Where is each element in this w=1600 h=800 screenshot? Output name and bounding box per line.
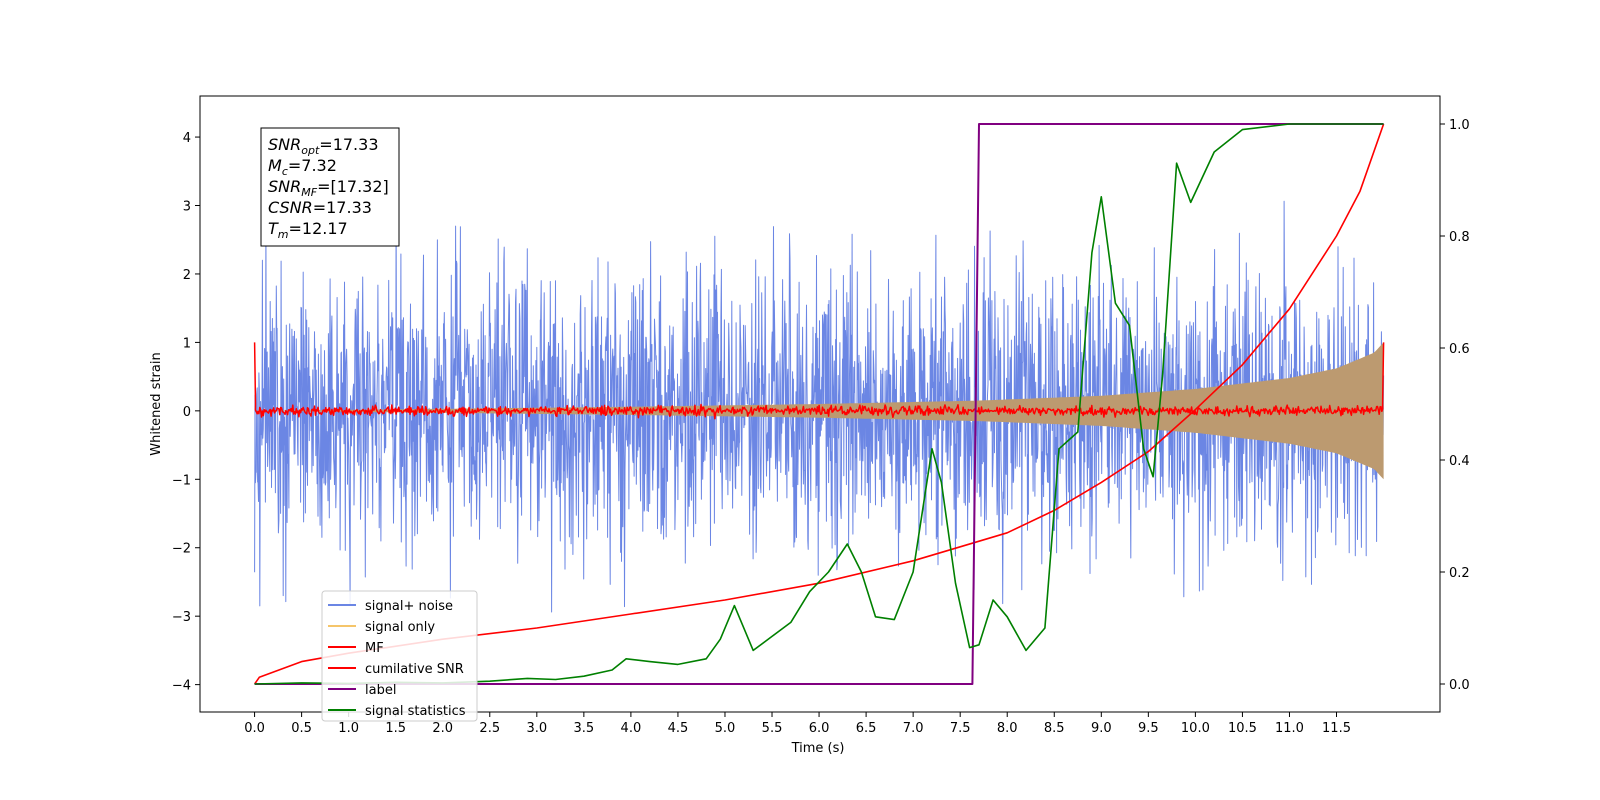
legend-entry: cumilative SNR — [365, 662, 464, 677]
left-y-tick-label: 3 — [183, 200, 191, 215]
x-tick-label: 9.0 — [1091, 721, 1112, 736]
x-axis-ticks: 0.0 0.5 1.0 1.5 2.0 2.5 3.0 3.5 4.0 4.5 5.0 5.5 6.0 6… — [244, 712, 1351, 736]
info-box-frame — [260, 127, 400, 247]
legend: signal+ noise signal only MF cumilative SNR… — [321, 590, 478, 722]
right-y-tick-label: 0.2 — [1449, 566, 1470, 581]
x-tick-label: 9.5 — [1138, 721, 1159, 736]
label-line — [254, 123, 1384, 685]
info-box-line: Tm=12.17 — [268, 219, 348, 241]
x-tick-label: 11.0 — [1275, 721, 1304, 736]
right-y-tick-label: 0.4 — [1449, 454, 1470, 469]
x-tick-label: 4.0 — [621, 721, 642, 736]
legend-entry: MF — [365, 641, 384, 656]
x-tick-label: 0.0 — [244, 721, 265, 736]
left-y-axis-label: Whitened strain — [149, 352, 164, 455]
mf-line — [253, 342, 1385, 420]
right-y-tick-label: 1.0 — [1449, 118, 1470, 133]
x-tick-label: 1.0 — [338, 721, 359, 736]
x-tick-label: 3.0 — [526, 721, 547, 736]
legend-entry: signal statistics — [365, 704, 466, 719]
x-tick-label: 2.5 — [479, 721, 500, 736]
left-y-tick-label: −2 — [172, 542, 191, 557]
x-tick-label: 11.5 — [1322, 721, 1351, 736]
x-tick-label: 5.0 — [715, 721, 736, 736]
x-tick-label: 6.5 — [856, 721, 877, 736]
x-tick-label: 7.5 — [950, 721, 971, 736]
x-tick-label: 10.0 — [1181, 721, 1210, 736]
x-tick-label: 7.0 — [903, 721, 924, 736]
left-y-tick-label: 1 — [183, 336, 191, 351]
signal-statistics-series — [254, 123, 1384, 685]
left-y-tick-label: −3 — [172, 610, 191, 625]
x-tick-label: 10.5 — [1228, 721, 1257, 736]
legend-frame — [321, 590, 478, 722]
label-series — [254, 123, 1384, 685]
legend-entry: signal+ noise — [365, 599, 453, 614]
info-box-line: SNRopt=17.33 — [268, 135, 379, 157]
left-y-tick-label: −1 — [172, 473, 191, 488]
right-y-tick-label: 0.8 — [1449, 230, 1470, 245]
x-axis-label: Time (s) — [791, 741, 845, 756]
x-tick-label: 5.5 — [762, 721, 783, 736]
info-box: SNRopt=17.33Mc=7.32SNRMF=[17.32]CSNR=17.… — [260, 127, 400, 247]
x-tick-label: 4.5 — [668, 721, 689, 736]
right-y-tick-label: 0.0 — [1449, 678, 1470, 693]
right-y-tick-label: 0.6 — [1449, 342, 1470, 357]
info-box-line: Mc=7.32 — [268, 156, 337, 178]
x-tick-label: 8.0 — [997, 721, 1018, 736]
x-tick-label: 0.5 — [291, 721, 312, 736]
left-y-tick-label: −4 — [172, 679, 191, 694]
plot-frame — [199, 95, 1441, 713]
x-tick-label: 2.0 — [432, 721, 453, 736]
left-y-axis-ticks: −4 −3 −2 −1 0 1 2 3 4 — [172, 131, 200, 694]
right-y-axis-ticks: 0.0 0.2 0.4 0.6 0.8 1.0 — [1440, 118, 1470, 693]
info-box-line: CSNR=17.33 — [268, 198, 372, 217]
x-tick-label: 6.0 — [809, 721, 830, 736]
x-tick-label: 1.5 — [385, 721, 406, 736]
left-y-tick-label: 2 — [183, 268, 191, 283]
signal-statistics-line — [254, 123, 1384, 685]
x-tick-label: 3.5 — [574, 721, 595, 736]
x-tick-label: 8.5 — [1044, 721, 1065, 736]
legend-entry: signal only — [365, 620, 435, 635]
left-y-tick-label: 0 — [183, 405, 191, 420]
legend-entry: label — [365, 683, 396, 698]
left-y-tick-label: 4 — [183, 131, 191, 146]
info-box-line: SNRMF=[17.32] — [268, 177, 389, 199]
mf-series — [253, 342, 1385, 420]
